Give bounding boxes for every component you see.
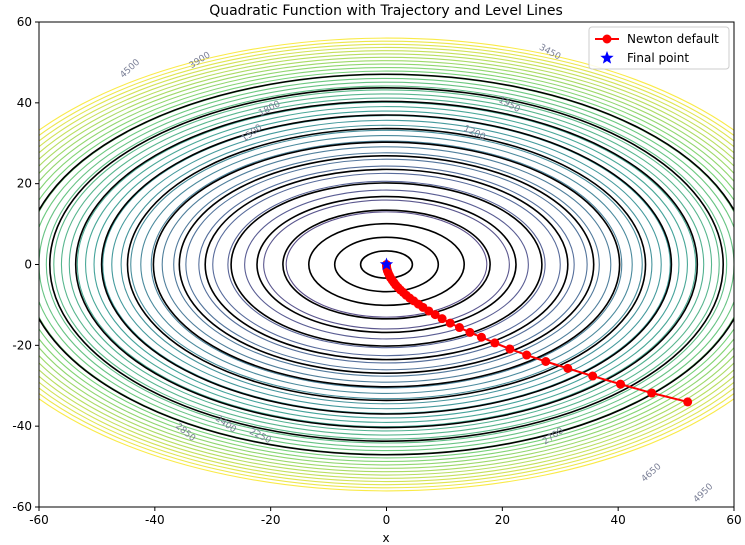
- black-level-line: [48, 87, 725, 442]
- y-axis: -60 -40 -20 0 20 40 60: [12, 15, 39, 514]
- x-axis: -60 -40 -20 0 20 40 60: [29, 507, 742, 527]
- colored-level-line: [39, 60, 734, 469]
- colored-level-line: [111, 119, 662, 410]
- trajectory-series: [379, 257, 693, 407]
- legend: Newton default Final point: [588, 26, 730, 70]
- x-tick-label: -20: [261, 513, 281, 527]
- black-level-line: [333, 236, 440, 293]
- trajectory-point: [437, 314, 447, 324]
- x-tick-label: 60: [726, 513, 741, 527]
- black-level-lines: [39, 73, 734, 456]
- colored-level-line: [161, 146, 612, 383]
- colored-level-line: [39, 81, 734, 448]
- colored-level-line: [39, 77, 734, 452]
- x-axis-label: x: [382, 531, 389, 545]
- black-level-line: [282, 209, 491, 320]
- colored-level-line: [227, 180, 546, 349]
- legend-marker-final: [600, 51, 614, 64]
- black-level-line: [39, 73, 734, 456]
- colored-level-line: [45, 85, 728, 444]
- final-point-marker: [379, 257, 394, 271]
- trajectory-point: [588, 371, 598, 381]
- trajectory-point: [476, 332, 486, 342]
- trajectory-point: [505, 344, 515, 354]
- colored-level-line: [39, 56, 734, 473]
- colored-level-line: [39, 50, 734, 479]
- colored-level-line: [244, 189, 529, 340]
- colored-level-line: [173, 152, 600, 377]
- colored-level-line: [39, 53, 734, 476]
- trajectory-point: [454, 323, 464, 333]
- colored-level-line: [39, 40, 734, 489]
- legend-label-final: Final point: [627, 51, 689, 65]
- colored-level-line: [85, 106, 688, 423]
- colored-level-line: [53, 89, 720, 440]
- trajectory-point: [615, 379, 625, 389]
- colored-level-line: [140, 135, 633, 394]
- y-tick-label: 20: [17, 177, 32, 191]
- black-level-line: [74, 100, 699, 429]
- x-tick-label: -60: [29, 513, 49, 527]
- colored-level-line: [39, 43, 734, 486]
- colored-level-line: [93, 110, 680, 419]
- colored-level-line: [39, 37, 734, 492]
- colored-level-line: [263, 199, 510, 330]
- colored-level-line: [185, 158, 588, 371]
- trajectory-point: [683, 397, 693, 407]
- colored-level-lines: [39, 37, 734, 492]
- black-level-line: [307, 222, 466, 307]
- colored-level-line: [68, 97, 705, 432]
- trajectory-point: [465, 327, 475, 337]
- x-tick-label: 0: [383, 513, 391, 527]
- legend-box: [588, 26, 730, 70]
- colored-level-line: [39, 63, 734, 466]
- x-tick-label: 20: [495, 513, 510, 527]
- colored-level-line: [39, 70, 734, 459]
- black-level-line: [100, 114, 673, 415]
- colored-level-line: [39, 67, 734, 462]
- y-tick-label: -60: [12, 500, 32, 514]
- y-tick-label: 0: [24, 258, 32, 272]
- colored-level-line: [150, 140, 623, 389]
- trajectory-point: [445, 318, 455, 328]
- black-level-line: [152, 141, 621, 388]
- colored-level-line: [130, 129, 643, 400]
- x-tick-label: 40: [611, 513, 626, 527]
- colored-level-line: [60, 93, 713, 436]
- legend-label-newton: Newton default: [627, 32, 719, 46]
- trajectory-point: [647, 388, 657, 398]
- legend-marker-newton: [602, 34, 612, 44]
- trajectory-point: [490, 338, 500, 348]
- colored-level-line: [198, 165, 575, 364]
- black-level-line: [230, 182, 543, 347]
- black-level-line: [204, 168, 569, 361]
- colored-level-line: [76, 101, 697, 428]
- y-tick-label: 60: [17, 15, 32, 29]
- y-tick-label: -20: [12, 338, 32, 352]
- black-level-line: [256, 195, 517, 334]
- colored-level-line: [285, 211, 488, 318]
- chart-title: Quadratic Function with Trajectory and L…: [209, 3, 563, 19]
- y-tick-label: 40: [17, 96, 32, 110]
- y-tick-label: -40: [12, 419, 32, 433]
- trajectory-point: [541, 357, 551, 366]
- colored-level-line: [39, 46, 734, 483]
- black-level-line: [126, 127, 647, 402]
- black-level-line: [178, 154, 595, 375]
- x-tick-label: -40: [145, 513, 165, 527]
- trajectory-point: [563, 363, 573, 373]
- trajectory-point: [522, 350, 532, 360]
- colored-level-line: [212, 172, 561, 357]
- colored-level-line: [120, 124, 653, 405]
